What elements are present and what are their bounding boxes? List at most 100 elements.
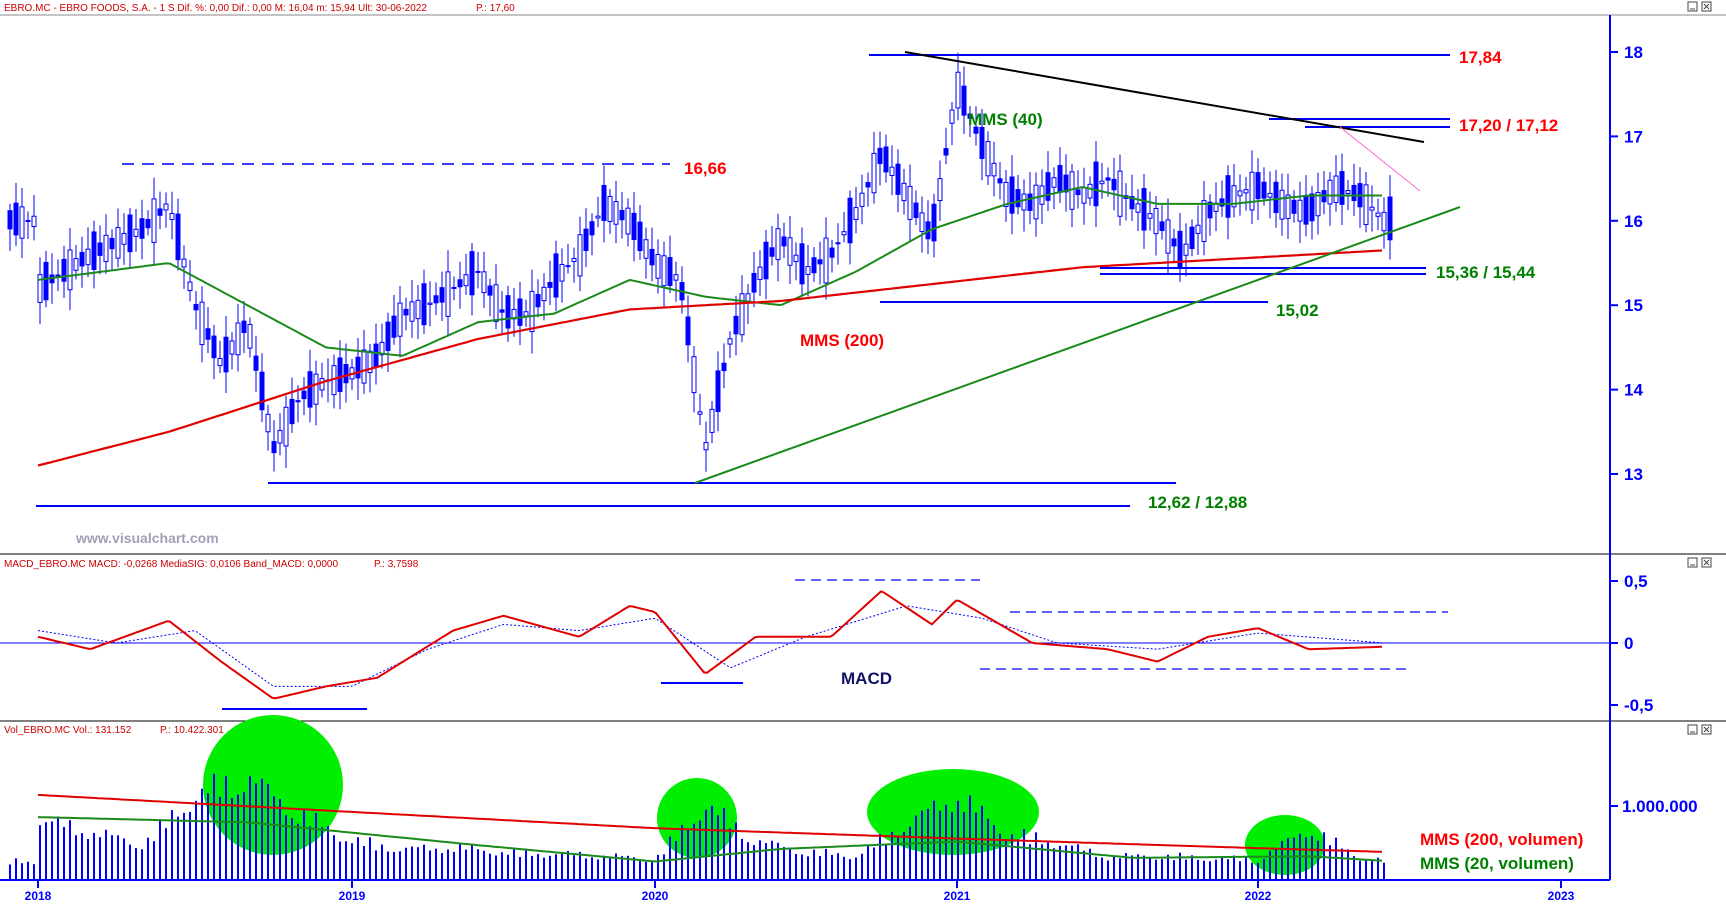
price-tick-label: 15 — [1624, 296, 1643, 315]
candle-body — [1261, 181, 1267, 199]
candle-body — [253, 355, 259, 371]
label-macd: MACD — [841, 669, 892, 688]
candle-body — [157, 208, 163, 216]
candle-body — [727, 338, 733, 345]
year-tick-label: 2019 — [339, 889, 366, 902]
candle-body — [1099, 180, 1105, 185]
price-tick-label: 16 — [1624, 212, 1643, 231]
candle-body — [475, 270, 481, 273]
candle-body — [145, 218, 151, 229]
candle-body — [787, 237, 793, 266]
candle-body — [151, 198, 157, 243]
candle-body — [1315, 191, 1321, 217]
candle-body — [1351, 184, 1357, 202]
candle-body — [19, 206, 25, 239]
candle-body — [139, 218, 145, 239]
vol-header-p: P.: 10.422.301 — [160, 725, 224, 736]
candle-body — [421, 283, 427, 326]
candle-body — [439, 287, 445, 303]
macd-tick-label: 0 — [1624, 634, 1633, 653]
candle-body — [241, 320, 247, 334]
candle-body — [637, 221, 643, 252]
price-header-p: P.: 17,60 — [476, 3, 515, 14]
candle-body — [445, 271, 451, 317]
candle-body — [223, 336, 229, 373]
candle-body — [67, 249, 73, 291]
candle-body — [1027, 193, 1033, 211]
vol-pane-controls[interactable] — [1687, 724, 1712, 735]
candle-body — [1141, 188, 1147, 231]
candle-body — [1255, 172, 1261, 200]
macd-tick-label: -0,5 — [1624, 696, 1653, 715]
candle-body — [313, 373, 319, 405]
candle-body — [883, 146, 889, 173]
candle-body — [1303, 195, 1309, 225]
candle-body — [205, 328, 211, 340]
candle-body — [1171, 238, 1177, 247]
candle-body — [391, 315, 397, 338]
label-vol-mms20: MMS (20, volumen) — [1420, 854, 1574, 873]
candle-body — [1345, 189, 1351, 194]
candle-body — [487, 285, 493, 296]
candle-body — [577, 234, 583, 277]
candle-body — [949, 109, 955, 124]
candle-body — [631, 212, 637, 241]
candle-body — [967, 113, 973, 119]
candle-body — [451, 286, 457, 289]
candle-body — [367, 350, 373, 374]
candle-body — [259, 371, 265, 411]
macd-pane-controls[interactable] — [1687, 557, 1712, 568]
candle-body — [91, 231, 97, 270]
candle-body — [655, 253, 661, 279]
candle-body — [799, 243, 805, 285]
candle-body — [613, 201, 619, 225]
candle-body — [1291, 199, 1297, 214]
candle-body — [1231, 185, 1237, 208]
candle-body — [25, 220, 31, 223]
candle-body — [547, 282, 553, 288]
candle-body — [31, 215, 37, 227]
candle-body — [1159, 221, 1165, 231]
candle-body — [121, 232, 127, 245]
candle-body — [379, 341, 385, 356]
candle-body — [43, 261, 49, 301]
label-support-bottom: 12,62 / 12,88 — [1148, 493, 1247, 512]
candle-body — [973, 126, 979, 134]
price-pane-controls[interactable] — [1687, 1, 1712, 12]
candle-body — [103, 234, 109, 263]
candle-body — [457, 279, 463, 288]
candle-body — [1003, 181, 1009, 207]
candle-body — [607, 195, 613, 222]
candle-body — [499, 309, 505, 313]
label-mms40: MMS (40) — [968, 110, 1043, 129]
year-tick-label: 2023 — [1548, 889, 1575, 902]
candle-body — [1273, 181, 1279, 214]
candle-body — [307, 371, 313, 408]
year-tick-label: 2021 — [944, 889, 971, 902]
watermark: www.visualchart.com — [75, 530, 219, 546]
candle-body — [991, 162, 997, 177]
candle-body — [685, 316, 691, 346]
candle-body — [829, 247, 835, 258]
candle-body — [721, 362, 727, 372]
candle-body — [193, 303, 199, 311]
candle-body — [553, 253, 559, 298]
candle-body — [463, 274, 469, 287]
vol-tick-label: 1.000.000 — [1622, 797, 1698, 816]
candle-body — [1309, 193, 1315, 222]
candle-body — [97, 242, 103, 256]
candle-body — [1375, 212, 1381, 217]
candle-body — [1249, 171, 1255, 211]
candle-body — [481, 271, 487, 294]
candle-body — [397, 302, 403, 337]
candle-body — [805, 266, 811, 275]
macd-pane — [0, 579, 1610, 710]
candle-body — [523, 311, 529, 317]
candle-body — [301, 390, 307, 400]
candle-body — [55, 274, 61, 277]
candle-body — [961, 85, 967, 116]
price-header: EBRO.MC - EBRO FOODS, S.A. - 1 S Dif. %:… — [4, 3, 427, 14]
candle-body — [865, 182, 871, 188]
